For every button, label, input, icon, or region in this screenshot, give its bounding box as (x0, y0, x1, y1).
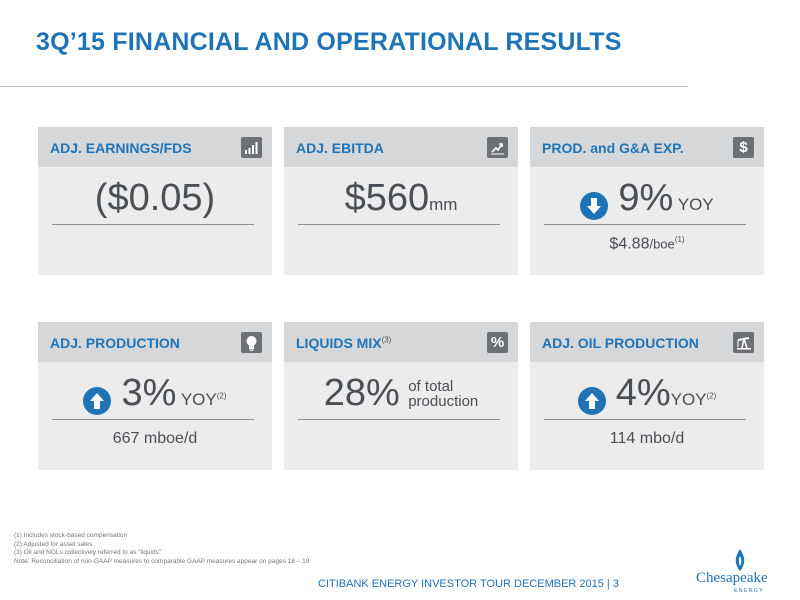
card-header: LIQUIDS MIX(3) % (284, 322, 518, 362)
card-divider (52, 419, 254, 420)
card-sub-value: $4.88 (609, 235, 650, 253)
card-value: $560 (344, 177, 430, 219)
arrow-down-icon (580, 191, 609, 220)
card-adj-ebitda: ADJ. EBITDA $560mm (284, 127, 518, 275)
card-header: ADJ. EARNINGS/FDS (38, 127, 272, 167)
card-header: ADJ. EBITDA (284, 127, 518, 167)
title-divider (0, 86, 688, 87)
card-title-text: LIQUIDS MIX (296, 335, 382, 351)
card-value: ($0.05) (94, 177, 216, 219)
card-sub-line: 667 mboe/d (38, 430, 272, 448)
footnote-note: Note: Reconciliation of non-GAAP measure… (14, 557, 310, 565)
logo-name: Chesapeake (696, 570, 768, 586)
card-value-line: ($0.05) (38, 177, 272, 220)
lightbulb-icon (241, 332, 262, 353)
card-value: 28% (323, 372, 400, 414)
card-header: ADJ. OIL PRODUCTION (530, 322, 764, 362)
card-value: 9% (618, 177, 674, 219)
arrow-up-icon (577, 386, 606, 415)
arrow-up-icon (83, 386, 112, 415)
footnote-3: (3) Oil and NGLs collectively referred t… (14, 549, 162, 556)
card-unit: of total production (408, 379, 478, 409)
page-title: 3Q’15 FINANCIAL AND OPERATIONAL RESULTS (36, 28, 622, 56)
card-liquids-mix: LIQUIDS MIX(3) % 28% of total production (284, 322, 518, 470)
footnote-2: (2) Adjusted for asset sales (14, 540, 93, 548)
card-unit: mm (429, 195, 458, 214)
footer-text: CITIBANK ENERGY INVESTOR TOUR DECEMBER 2… (318, 578, 619, 590)
card-divider (544, 224, 746, 225)
card-sub-value: 114 (609, 430, 636, 447)
footnotes: (1) Includes stock-based compensation (2… (14, 532, 309, 566)
footnote-ref: (3) (381, 335, 392, 345)
card-sub-unit: mbo/d (639, 430, 685, 447)
card-unit: YOY (670, 390, 707, 409)
card-divider (298, 224, 500, 225)
oil-pump-icon (733, 332, 754, 353)
card-sub-value: 667 (112, 430, 140, 447)
logo-sub: ENERGY (734, 588, 765, 594)
card-title: ADJ. OIL PRODUCTION (542, 335, 699, 351)
card-value-line: 3% YOY(2) (38, 372, 272, 415)
card-divider (52, 224, 254, 225)
trend-up-icon (487, 137, 508, 158)
footnote-ref: (1) (674, 235, 685, 244)
card-divider (544, 419, 746, 420)
card-adj-production: ADJ. PRODUCTION 3% YOY(2) 667 mboe/d (38, 322, 272, 470)
card-title: ADJ. EARNINGS/FDS (50, 140, 192, 156)
card-title: ADJ. PRODUCTION (50, 335, 180, 351)
card-title: LIQUIDS MIX(3) (296, 335, 391, 351)
card-value-line: 4%YOY(2) (530, 372, 764, 415)
card-unit-line1: of total (408, 377, 454, 395)
card-divider (298, 419, 500, 420)
flame-icon (735, 549, 745, 571)
footnote-1: (1) Includes stock-based compensation (14, 532, 128, 539)
footnote-ref: (2) (216, 391, 227, 401)
card-value-line: 28% of total production (284, 372, 518, 415)
percent-icon: % (487, 332, 508, 353)
card-unit-line2: production (408, 392, 479, 410)
card-sub-line: $4.88/boe(1) (530, 235, 764, 253)
card-header: ADJ. PRODUCTION (38, 322, 272, 362)
card-header: PROD. and G&A EXP. $ (530, 127, 764, 167)
chesapeake-logo: Chesapeake ENERGY (694, 548, 794, 598)
card-sub-unit: mboe/d (143, 430, 198, 447)
card-unit: YOY (677, 195, 714, 214)
card-title: PROD. and G&A EXP. (542, 140, 684, 156)
card-unit: YOY (180, 390, 217, 409)
card-adj-oil-production: ADJ. OIL PRODUCTION 4%YOY(2) 114 mbo/d (530, 322, 764, 470)
card-value: 3% (121, 372, 177, 414)
footnote-ref: (2) (706, 391, 717, 401)
card-value-line: $560mm (284, 177, 518, 220)
card-value-line: 9% YOY (530, 177, 764, 220)
card-sub-line: 114 mbo/d (530, 430, 764, 448)
card-title: ADJ. EBITDA (296, 140, 384, 156)
dollar-icon: $ (733, 137, 754, 158)
card-value: 4% (615, 372, 671, 414)
card-adj-earnings: ADJ. EARNINGS/FDS ($0.05) (38, 127, 272, 275)
bar-chart-icon (241, 137, 262, 158)
card-sub-unit: /boe (649, 236, 675, 252)
card-prod-ga-exp: PROD. and G&A EXP. $ 9% YOY $4.88/boe(1) (530, 127, 764, 275)
